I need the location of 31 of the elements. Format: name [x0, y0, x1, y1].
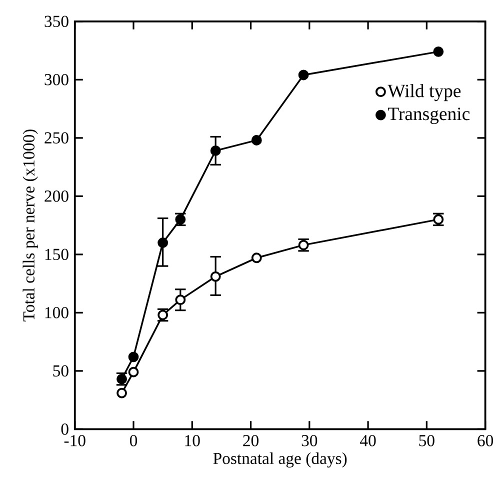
legend-label: Transgenic — [388, 107, 470, 124]
y-tick-label: 150 — [45, 248, 68, 260]
x-axis-title: Postnatal age (days) — [213, 452, 347, 468]
point — [210, 145, 221, 156]
legend-label: Wild type — [388, 84, 461, 101]
x-tick-label: 0 — [130, 434, 138, 446]
point — [210, 271, 221, 282]
point — [116, 388, 127, 398]
y-axis-title: Total cells per nerve (x1000) — [22, 129, 38, 322]
x-tick-label: 10 — [185, 434, 200, 446]
point — [251, 252, 262, 263]
y-tick-label: 0 — [61, 423, 68, 435]
x-tick-label: 60 — [478, 434, 494, 446]
point — [158, 237, 168, 248]
x-tick-label: 20 — [243, 434, 258, 446]
point — [128, 352, 139, 362]
y-tick-label: 100 — [45, 306, 68, 318]
x-tick-label: 50 — [419, 434, 434, 446]
point — [298, 70, 309, 80]
y-tick-label: 300 — [44, 74, 68, 86]
x-tick-label: -10 — [64, 434, 86, 446]
point — [175, 294, 186, 305]
point — [433, 46, 444, 57]
x-tick-label: 30 — [302, 434, 318, 446]
y-tick-label: 250 — [44, 132, 68, 144]
point — [128, 366, 139, 378]
y-tick-label: 200 — [44, 190, 68, 202]
y-tick-label: 50 — [53, 365, 68, 376]
point — [251, 134, 262, 146]
y-tick-label: 350 — [44, 16, 68, 27]
x-tick-label: 40 — [360, 434, 376, 446]
